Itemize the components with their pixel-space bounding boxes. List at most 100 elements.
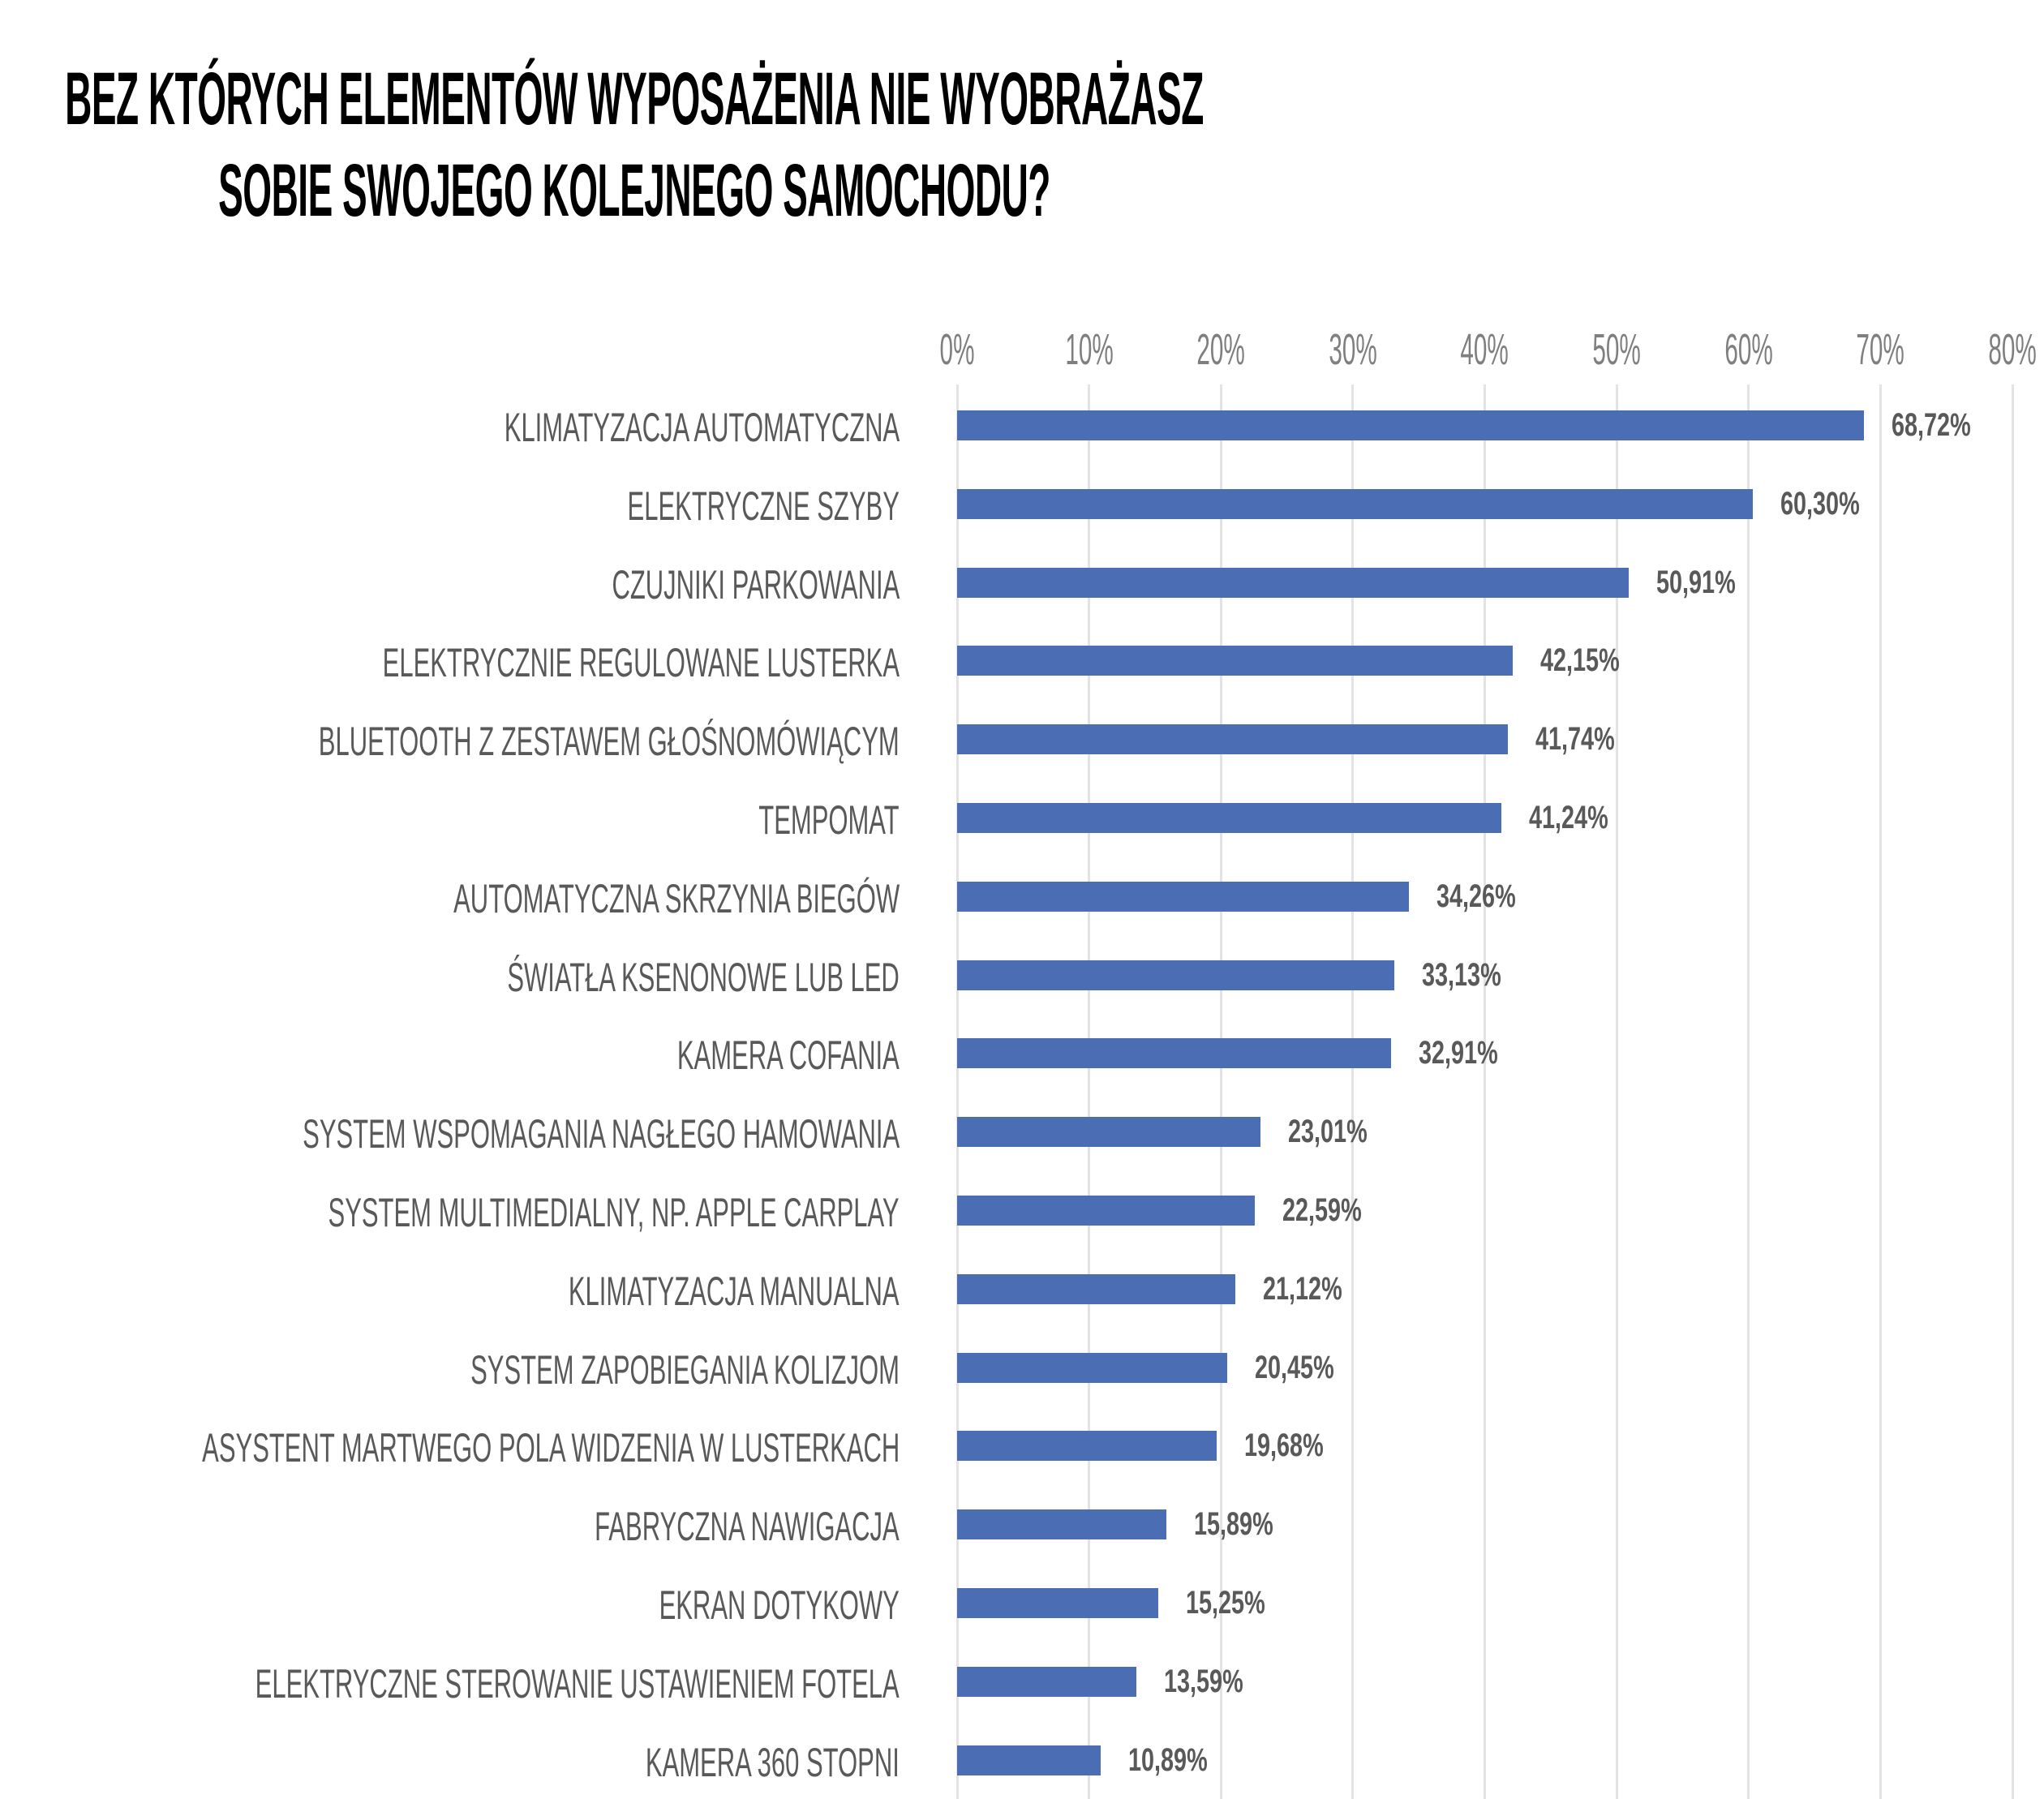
data-label-text: 15,25% (1186, 1585, 1265, 1621)
data-label: 23,01% (1288, 1114, 1398, 1150)
category-label: FABRYCZNA NAWIGACJA (0, 1503, 900, 1550)
data-label-text: 41,24% (1528, 800, 1608, 835)
category-label: KAMERA COFANIA (0, 1032, 900, 1079)
category-label-text: KLIMATYZACJA MANUALNA (569, 1268, 900, 1314)
gridline (1615, 384, 1618, 1799)
category-label-text: ASYSTENT MARTWEGO POLA WIDZENIA W LUSTER… (201, 1425, 900, 1471)
data-label: 19,68% (1244, 1428, 1355, 1464)
category-label-text: FABRYCZNA NAWIGACJA (595, 1504, 900, 1550)
data-label: 20,45% (1255, 1350, 1365, 1386)
gridline (1484, 384, 1486, 1799)
gridline (1747, 384, 1750, 1799)
data-label-text: 50,91% (1655, 564, 1736, 600)
data-label: 32,91% (1419, 1035, 1529, 1071)
chart-title-line-1: BEZ KTÓRYCH ELEMENTÓW WYPOSAŻENIA NIE WY… (65, 58, 1204, 140)
data-label-text: 23,01% (1288, 1114, 1368, 1150)
x-tick-label: 40% (1363, 324, 1607, 375)
category-label: KLIMATYZACJA AUTOMATYCZNA (0, 404, 900, 451)
data-label-text: 41,74% (1535, 721, 1615, 758)
data-label: 13,59% (1164, 1664, 1274, 1700)
bar (957, 410, 1864, 440)
category-label: KLIMATYZACJA MANUALNA (0, 1268, 900, 1315)
data-label: 50,91% (1656, 565, 1767, 601)
data-label: 60,30% (1780, 486, 1891, 522)
x-tick-label: 60% (1627, 324, 1870, 375)
x-tick-label: 50% (1495, 324, 1738, 375)
gridline (1879, 384, 1882, 1799)
category-label: ŚWIATŁA KSENONOWE LUB LED (0, 954, 900, 1001)
x-tick-label-text: 60% (1724, 325, 1773, 374)
category-label: SYSTEM MULTIMEDIALNY, NP. APPLE CARPLAY (0, 1189, 900, 1236)
category-label-text: ELEKTRYCZNE STEROWANIE USTAWIENIEM FOTEL… (255, 1660, 900, 1707)
category-label: ELEKTRYCZNE STEROWANIE USTAWIENIEM FOTEL… (0, 1660, 900, 1707)
bar (957, 1431, 1217, 1462)
data-label: 22,59% (1282, 1192, 1393, 1229)
gridline (1351, 384, 1355, 1799)
bar (957, 1273, 1236, 1304)
bar (957, 1745, 1101, 1775)
category-label: SYSTEM ZAPOBIEGANIA KOLIZJOM (0, 1346, 900, 1393)
x-tick-label: 80% (1891, 324, 2044, 375)
x-tick-label-text: 80% (1988, 325, 2037, 374)
data-label: 33,13% (1422, 957, 1532, 994)
data-label: 41,24% (1529, 800, 1639, 836)
category-label-text: SYSTEM WSPOMAGANIA NAGŁEGO HAMOWANIA (302, 1111, 900, 1157)
data-label-text: 21,12% (1263, 1270, 1343, 1307)
category-label: EKRAN DOTYKOWY (0, 1582, 900, 1629)
x-tick-label: 0% (835, 324, 1079, 375)
category-label-text: SYSTEM ZAPOBIEGANIA KOLIZJOM (470, 1346, 900, 1393)
gridline (1219, 384, 1222, 1799)
data-label-text: 42,15% (1540, 642, 1621, 679)
category-label-text: KAMERA 360 STOPNI (645, 1739, 900, 1785)
x-tick-label: 10% (968, 324, 1211, 375)
bar (957, 1117, 1261, 1148)
x-tick-label-text: 50% (1592, 325, 1641, 374)
bar (957, 724, 1508, 755)
bar (957, 1509, 1167, 1540)
data-label-text: 34,26% (1436, 878, 1516, 914)
bar (957, 646, 1514, 676)
gridline (2011, 384, 2014, 1799)
data-label-text: 15,89% (1194, 1506, 1274, 1543)
category-label-text: KAMERA COFANIA (677, 1033, 900, 1079)
data-label: 15,89% (1194, 1506, 1304, 1543)
data-label-text: 33,13% (1421, 956, 1501, 993)
data-label: 21,12% (1263, 1271, 1373, 1307)
category-label: ASYSTENT MARTWEGO POLA WIDZENIA W LUSTER… (0, 1424, 900, 1471)
data-label-text: 68,72% (1891, 407, 1971, 443)
category-label: AUTOMATYCZNA SKRZYNIA BIEGÓW (0, 875, 900, 922)
data-label-text: 13,59% (1164, 1663, 1243, 1699)
category-label-text: SYSTEM MULTIMEDIALNY, NP. APPLE CARPLAY (328, 1190, 900, 1235)
category-label: BLUETOOTH Z ZESTAWEM GŁOŚNOMÓWIĄCYM (0, 718, 900, 765)
data-label-text: 19,68% (1244, 1428, 1324, 1464)
data-label-text: 60,30% (1780, 485, 1860, 522)
gridline (1088, 384, 1091, 1799)
bar (957, 1352, 1227, 1383)
category-label: CZUJNIKI PARKOWANIA (0, 561, 900, 608)
category-label-text: BLUETOOTH Z ZESTAWEM GŁOŚNOMÓWIĄCYM (319, 719, 900, 765)
category-label: TEMPOMAT (0, 796, 900, 844)
bar (957, 803, 1501, 833)
data-label-text: 10,89% (1128, 1741, 1208, 1778)
category-label-text: EKRAN DOTYKOWY (659, 1582, 900, 1628)
category-label-text: CZUJNIKI PARKOWANIA (612, 561, 900, 608)
x-tick-label-text: 70% (1856, 325, 1905, 374)
x-tick-label-text: 40% (1460, 325, 1509, 374)
bar (957, 567, 1629, 598)
data-label-text: 32,91% (1419, 1035, 1498, 1071)
x-tick-label-text: 20% (1196, 325, 1245, 374)
bar (957, 488, 1753, 519)
data-label: 15,25% (1186, 1585, 1296, 1621)
data-label-text: 22,59% (1282, 1192, 1363, 1228)
x-tick-label-text: 0% (939, 325, 975, 374)
x-tick-label-text: 10% (1064, 325, 1114, 374)
chart-title-line-2: SOBIE SWOJEGO KOLEJNEGO SAMOCHODU? (218, 149, 1050, 232)
category-label: KAMERA 360 STOPNI (0, 1739, 900, 1786)
data-label: 68,72% (1892, 407, 2002, 444)
data-label-text: 20,45% (1254, 1349, 1334, 1385)
bar (957, 881, 1410, 912)
bar (957, 1666, 1136, 1697)
bar (957, 1588, 1158, 1618)
category-label-text: ŚWIATŁA KSENONOWE LUB LED (507, 954, 900, 1000)
